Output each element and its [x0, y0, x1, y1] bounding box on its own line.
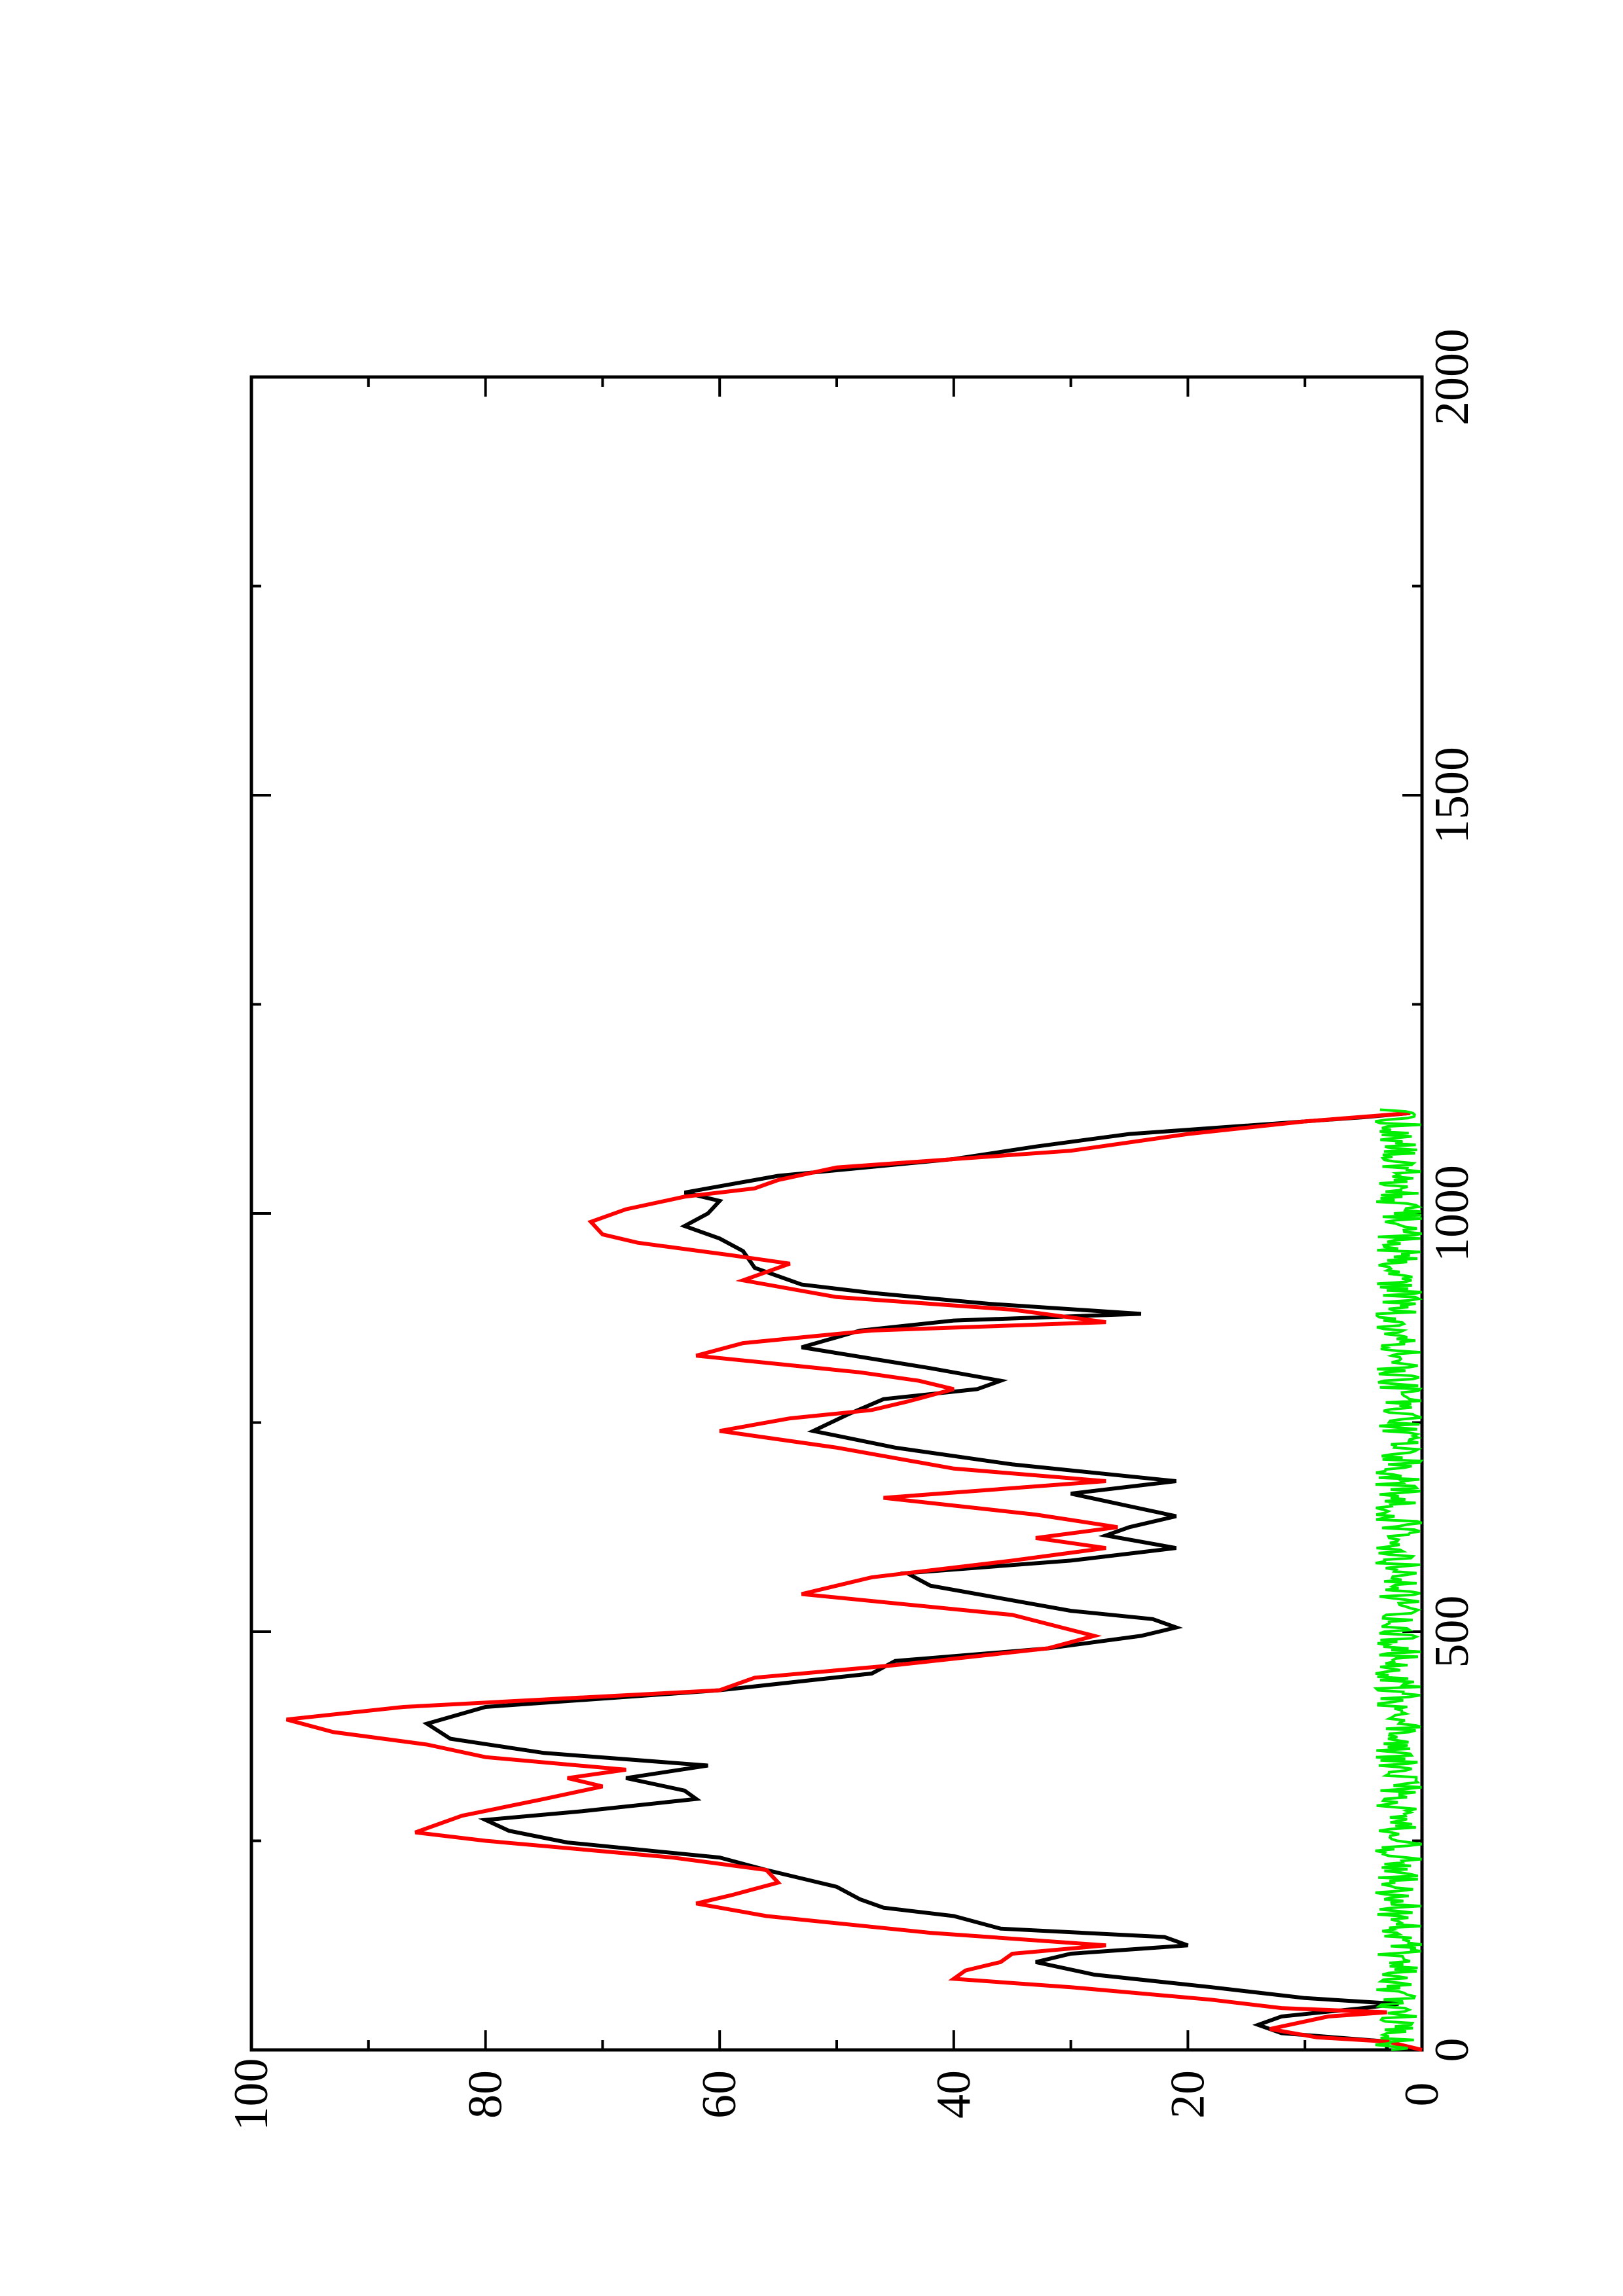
y-tick-label: 40: [927, 2070, 981, 2119]
series-lines: [285, 1108, 1424, 2052]
plot-frame: [249, 375, 1424, 2052]
x-tick-label: 1500: [1425, 747, 1479, 844]
series-line-2: [1373, 1108, 1424, 2051]
y-tick-label: 80: [459, 2070, 513, 2119]
x-tick-label: 1000: [1425, 1165, 1479, 1262]
y-tick-label: 20: [1161, 2070, 1214, 2119]
y-tick-label: 100: [225, 2058, 278, 2131]
y-tick-label: 0: [1395, 2083, 1449, 2107]
axis-ticks: [250, 376, 1423, 2051]
series-line-1: [285, 1111, 1423, 2052]
x-tick-label: 0: [1425, 2038, 1479, 2062]
series-line-0: [422, 1111, 1411, 2050]
y-tick-label: 60: [693, 2070, 746, 2119]
x-tick-label: 2000: [1425, 329, 1479, 425]
x-tick-label: 500: [1425, 1596, 1479, 1668]
tick-labels: 0 500 1000 1500 2000 0 20 40 60 80 100: [225, 329, 1479, 2131]
